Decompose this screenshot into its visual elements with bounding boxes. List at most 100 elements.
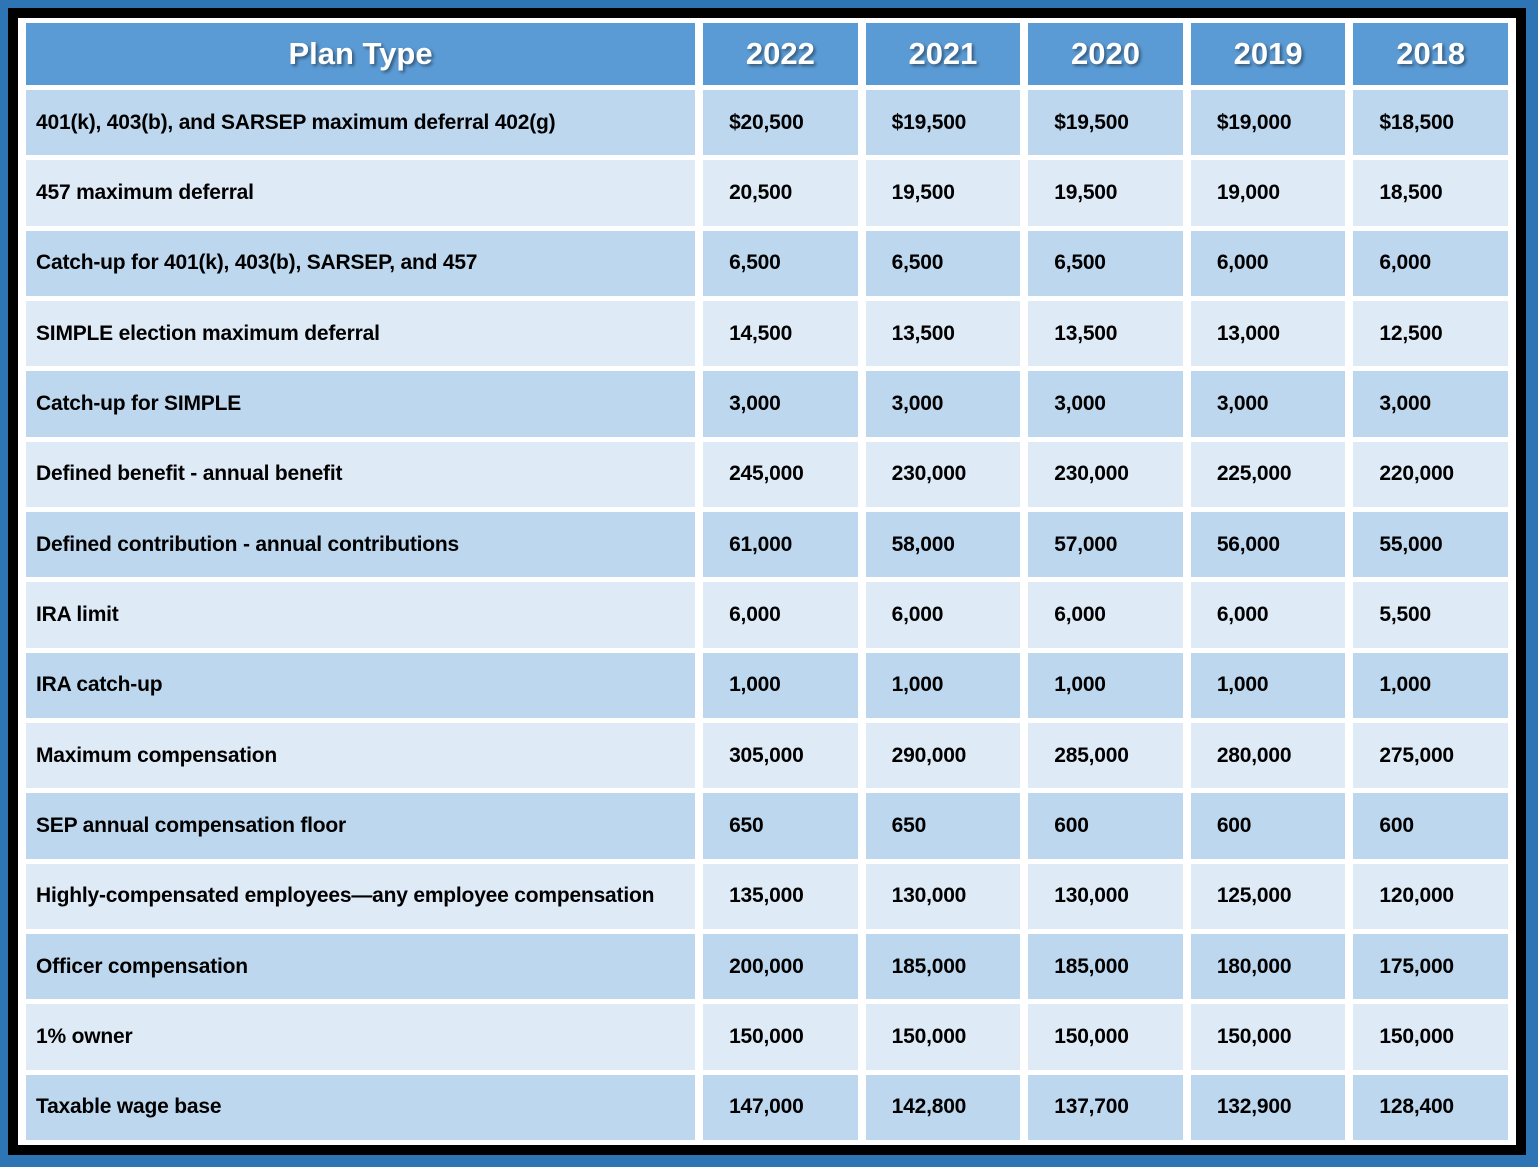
value-cell: 56,000 xyxy=(1190,511,1346,578)
value-cell: 5,500 xyxy=(1353,582,1508,648)
value-cell: 3,000 xyxy=(865,371,1021,437)
value-cell: 20,500 xyxy=(703,160,858,226)
value-cell: $19,500 xyxy=(865,90,1021,156)
value-cell: 6,000 xyxy=(1190,230,1346,296)
value-cell: 175,000 xyxy=(1353,933,1508,1000)
header-year-2021: 2021 xyxy=(865,23,1021,85)
value-cell: 185,000 xyxy=(865,933,1021,1000)
plan-label-cell: Taxable wage base xyxy=(26,1074,696,1140)
value-cell: 3,000 xyxy=(1028,371,1183,437)
value-cell: 58,000 xyxy=(865,511,1021,578)
value-cell: 1,000 xyxy=(865,652,1021,718)
value-cell: 305,000 xyxy=(703,722,858,789)
table-row: SEP annual compensation floor 650 650 600 60… xyxy=(26,793,1508,859)
header-year-2018: 2018 xyxy=(1353,23,1508,85)
value-cell: 600 xyxy=(1353,793,1508,859)
value-cell: 150,000 xyxy=(1028,1004,1183,1070)
value-cell: 55,000 xyxy=(1353,511,1508,578)
value-cell: 19,500 xyxy=(1028,160,1183,226)
table-row: IRA catch-up 1,000 1,000 1,000 1,000 1,000 xyxy=(26,652,1508,718)
value-cell: 200,000 xyxy=(703,933,858,1000)
table-row: Officer compensation 200,000 185,000 185,00… xyxy=(26,933,1508,1000)
value-cell: 3,000 xyxy=(1190,371,1346,437)
value-cell: 6,500 xyxy=(703,230,858,296)
value-cell: 19,500 xyxy=(865,160,1021,226)
value-cell: 290,000 xyxy=(865,722,1021,789)
value-cell: 600 xyxy=(1190,793,1346,859)
value-cell: 180,000 xyxy=(1190,933,1346,1000)
value-cell: 225,000 xyxy=(1190,441,1346,507)
table-row: 401(k), 403(b), and SARSEP maximum defer… xyxy=(26,90,1508,156)
value-cell: 61,000 xyxy=(703,511,858,578)
value-cell: 13,500 xyxy=(1028,300,1183,367)
table-row: Highly-compensated employees—any employe… xyxy=(26,863,1508,929)
value-cell: $19,500 xyxy=(1028,90,1183,156)
value-cell: 12,500 xyxy=(1353,300,1508,367)
value-cell: 13,500 xyxy=(865,300,1021,367)
table-row: 1% owner 150,000 150,000 150,000 150,000 150,… xyxy=(26,1004,1508,1070)
value-cell: 135,000 xyxy=(703,863,858,929)
value-cell: 130,000 xyxy=(865,863,1021,929)
table-row: Defined contribution - annual contributi… xyxy=(26,511,1508,578)
value-cell: 3,000 xyxy=(703,371,858,437)
value-cell: 230,000 xyxy=(1028,441,1183,507)
table-row: Defined benefit - annual benefit 245,000 2… xyxy=(26,441,1508,507)
value-cell: 6,000 xyxy=(1190,582,1346,648)
value-cell: 6,000 xyxy=(703,582,858,648)
plan-label-cell: Catch-up for 401(k), 403(b), SARSEP, and… xyxy=(26,230,696,296)
header-year-2022: 2022 xyxy=(703,23,858,85)
value-cell: 125,000 xyxy=(1190,863,1346,929)
value-cell: 275,000 xyxy=(1353,722,1508,789)
plan-label-cell: IRA limit xyxy=(26,582,696,648)
value-cell: $20,500 xyxy=(703,90,858,156)
value-cell: $19,000 xyxy=(1190,90,1346,156)
table-row: SIMPLE election maximum deferral 14,500 13… xyxy=(26,300,1508,367)
plan-label-cell: Officer compensation xyxy=(26,933,696,1000)
plan-label-cell: Defined contribution - annual contributi… xyxy=(26,511,696,578)
value-cell: 132,900 xyxy=(1190,1074,1346,1140)
value-cell: 280,000 xyxy=(1190,722,1346,789)
value-cell: 6,500 xyxy=(865,230,1021,296)
value-cell: 1,000 xyxy=(1353,652,1508,718)
plan-label-cell: Catch-up for SIMPLE xyxy=(26,371,696,437)
header-plan-type: Plan Type xyxy=(26,23,696,85)
table-body: 401(k), 403(b), and SARSEP maximum defer… xyxy=(26,90,1508,1140)
value-cell: 3,000 xyxy=(1353,371,1508,437)
value-cell: 120,000 xyxy=(1353,863,1508,929)
plan-label-cell: 1% owner xyxy=(26,1004,696,1070)
value-cell: 285,000 xyxy=(1028,722,1183,789)
value-cell: 19,000 xyxy=(1190,160,1346,226)
value-cell: 150,000 xyxy=(703,1004,858,1070)
table-row: Catch-up for SIMPLE 3,000 3,000 3,000 3,000 3… xyxy=(26,371,1508,437)
value-cell: 13,000 xyxy=(1190,300,1346,367)
value-cell: $18,500 xyxy=(1353,90,1508,156)
table-row: Taxable wage base 147,000 142,800 137,700 13… xyxy=(26,1074,1508,1140)
value-cell: 185,000 xyxy=(1028,933,1183,1000)
value-cell: 14,500 xyxy=(703,300,858,367)
value-cell: 650 xyxy=(703,793,858,859)
value-cell: 137,700 xyxy=(1028,1074,1183,1140)
value-cell: 6,500 xyxy=(1028,230,1183,296)
table-row: IRA limit 6,000 6,000 6,000 6,000 5,500 xyxy=(26,582,1508,648)
table-row: Catch-up for 401(k), 403(b), SARSEP, and… xyxy=(26,230,1508,296)
value-cell: 18,500 xyxy=(1353,160,1508,226)
value-cell: 147,000 xyxy=(703,1074,858,1140)
plan-label-cell: Defined benefit - annual benefit xyxy=(26,441,696,507)
value-cell: 150,000 xyxy=(1190,1004,1346,1070)
plan-label-cell: Maximum compensation xyxy=(26,722,696,789)
plan-label-cell: SIMPLE election maximum deferral xyxy=(26,300,696,367)
plan-label-cell: IRA catch-up xyxy=(26,652,696,718)
retirement-plan-limits-table: Plan Type 2022 2021 2020 2019 2018 401(k… xyxy=(18,18,1516,1145)
plan-label-cell: Highly-compensated employees—any employe… xyxy=(26,863,696,929)
value-cell: 245,000 xyxy=(703,441,858,507)
header-row: Plan Type 2022 2021 2020 2019 2018 xyxy=(26,23,1508,85)
table-row: 457 maximum deferral 20,500 19,500 19,500 19… xyxy=(26,160,1508,226)
value-cell: 6,000 xyxy=(865,582,1021,648)
header-year-2020: 2020 xyxy=(1028,23,1183,85)
plan-label-cell: SEP annual compensation floor xyxy=(26,793,696,859)
header-year-2019: 2019 xyxy=(1190,23,1346,85)
value-cell: 150,000 xyxy=(865,1004,1021,1070)
value-cell: 6,000 xyxy=(1353,230,1508,296)
value-cell: 1,000 xyxy=(1028,652,1183,718)
